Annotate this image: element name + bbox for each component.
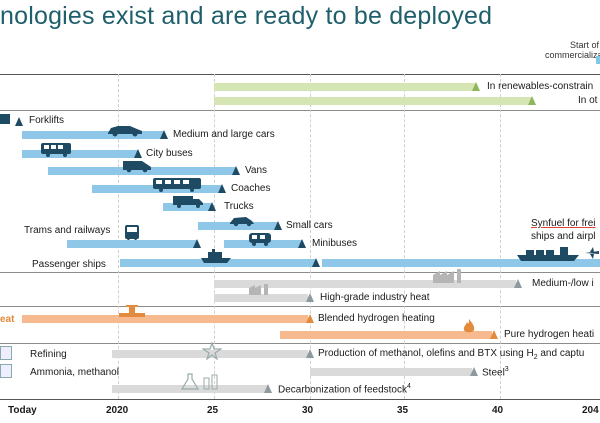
bar-blended-hydrogen (22, 315, 308, 323)
bar-renewables (214, 83, 476, 91)
milestone-steel (470, 367, 478, 376)
start-marker-icon (596, 56, 600, 64)
tick-25: 25 (207, 405, 219, 416)
tick-today: Today (8, 405, 37, 416)
milestone-passenger-ships (312, 258, 320, 267)
milestone-minibuses (298, 239, 306, 248)
refining-side-icon (0, 346, 12, 360)
milestone-medium-large-cars (160, 130, 168, 139)
milestone-vans (232, 166, 240, 175)
label-medium-large-cars: Medium and large cars (173, 129, 275, 140)
milestone-city-buses (134, 149, 142, 158)
label-passenger-ships: Passenger ships (32, 259, 106, 270)
milestone-high-grade-heat (306, 293, 314, 302)
label-small-cars: Small cars (286, 220, 333, 231)
bar-small-cars (198, 222, 278, 230)
bar-medium-low-industry-heat (214, 280, 516, 288)
tick-30: 30 (302, 405, 314, 416)
label-blended-hydrogen: Blended hydrogen heating (318, 313, 435, 324)
milestone-methanol-production (306, 349, 314, 358)
label-ammonia: Ammonia, methanol (30, 367, 119, 378)
label-in-other: In ot (578, 95, 598, 106)
tick-2020: 2020 (106, 405, 129, 416)
transport-side-icon (0, 114, 10, 124)
lab-flask-icon (180, 373, 218, 390)
flame-icon (463, 319, 475, 333)
separator-heat (0, 343, 600, 344)
tick-35: 35 (397, 405, 409, 416)
bar-trucks (163, 203, 211, 211)
top-separator (0, 74, 600, 75)
gridline-40 (500, 74, 502, 399)
van-icon (123, 161, 151, 173)
label-trams-railways: Trams and railways (24, 225, 111, 236)
ammonia-side-icon (0, 364, 12, 378)
separator-transport (0, 272, 600, 273)
bar-minibuses (224, 240, 302, 248)
bar-high-grade-heat (214, 294, 308, 302)
milestone-forklifts (15, 117, 23, 126)
gridline-30 (310, 74, 312, 399)
small-car-icon (230, 217, 254, 227)
label-trucks: Trucks (224, 201, 254, 212)
truck-icon (173, 196, 203, 208)
bar-city-buses (22, 150, 138, 158)
milestone-trams-railways (193, 239, 201, 248)
car-icon (108, 126, 142, 137)
bar-medium-large-cars (22, 131, 164, 139)
milestone-renewables (472, 82, 480, 91)
cargo-ship-icon (517, 247, 579, 261)
ferry-icon (201, 249, 231, 263)
label-renewables: In renewables-constrain (487, 81, 594, 92)
factory-icon (433, 269, 461, 283)
coach-icon (153, 178, 201, 192)
bar-trams-railways (67, 240, 197, 248)
page-title: nologies exist and are ready to be deplo… (0, 2, 493, 30)
label-synfuel: Synfuel for frei (531, 218, 596, 229)
bar-synfuel (322, 259, 600, 267)
label-city-buses: City buses (146, 148, 193, 159)
industry-heat-icon (249, 284, 268, 295)
label-ships-airplanes: ships and airpl (531, 231, 596, 242)
pipeline-icon (119, 305, 145, 317)
milestone-in-other (528, 96, 536, 105)
airplane-icon (585, 247, 599, 259)
label-forklifts: Forklifts (29, 115, 64, 126)
milestone-coaches (218, 184, 226, 193)
gridline-25 (214, 74, 216, 399)
label-pure-hydrogen: Pure hydrogen heati (504, 329, 595, 340)
bar-methanol-production (112, 350, 308, 358)
bar-steel (310, 368, 472, 376)
bar-pure-hydrogen (280, 331, 492, 339)
milestone-blended-hydrogen (306, 314, 314, 323)
minibus-icon (249, 233, 271, 246)
label-decarbonization: Decarbonization of feedstock4 (278, 383, 411, 396)
milestone-decarbonization (264, 384, 272, 393)
label-minibuses: Minibuses (312, 238, 358, 249)
bar-vans (48, 167, 236, 175)
gridline-2020 (118, 74, 120, 399)
label-vans: Vans (245, 165, 268, 176)
label-methanol-production: Production of methanol, olefins and BTX … (318, 348, 585, 361)
section-heat-label: eat (0, 314, 15, 325)
milestone-small-cars (274, 221, 282, 230)
separator-industry-heat (0, 306, 600, 307)
milestone-pure-hydrogen (490, 330, 498, 339)
axis-line (0, 399, 600, 400)
separator-power (0, 110, 600, 111)
star-icon (202, 342, 222, 360)
bus-icon (41, 143, 71, 157)
tick-40: 40 (492, 405, 504, 416)
bar-in-other (214, 97, 532, 105)
label-refining: Refining (30, 349, 67, 360)
tick-2040: 204 (582, 405, 599, 416)
label-steel: Steel3 (482, 366, 509, 379)
start-of-commercialization-label: Start of commercialization¹ (545, 40, 600, 60)
label-medium-low-industry-heat: Medium-/low i (532, 278, 594, 289)
label-coaches: Coaches (231, 183, 271, 194)
gridline-35 (404, 74, 406, 399)
milestone-medium-low-industry-heat (514, 279, 522, 288)
milestone-trucks (208, 202, 216, 211)
label-high-grade-heat: High-grade industry heat (320, 292, 430, 303)
